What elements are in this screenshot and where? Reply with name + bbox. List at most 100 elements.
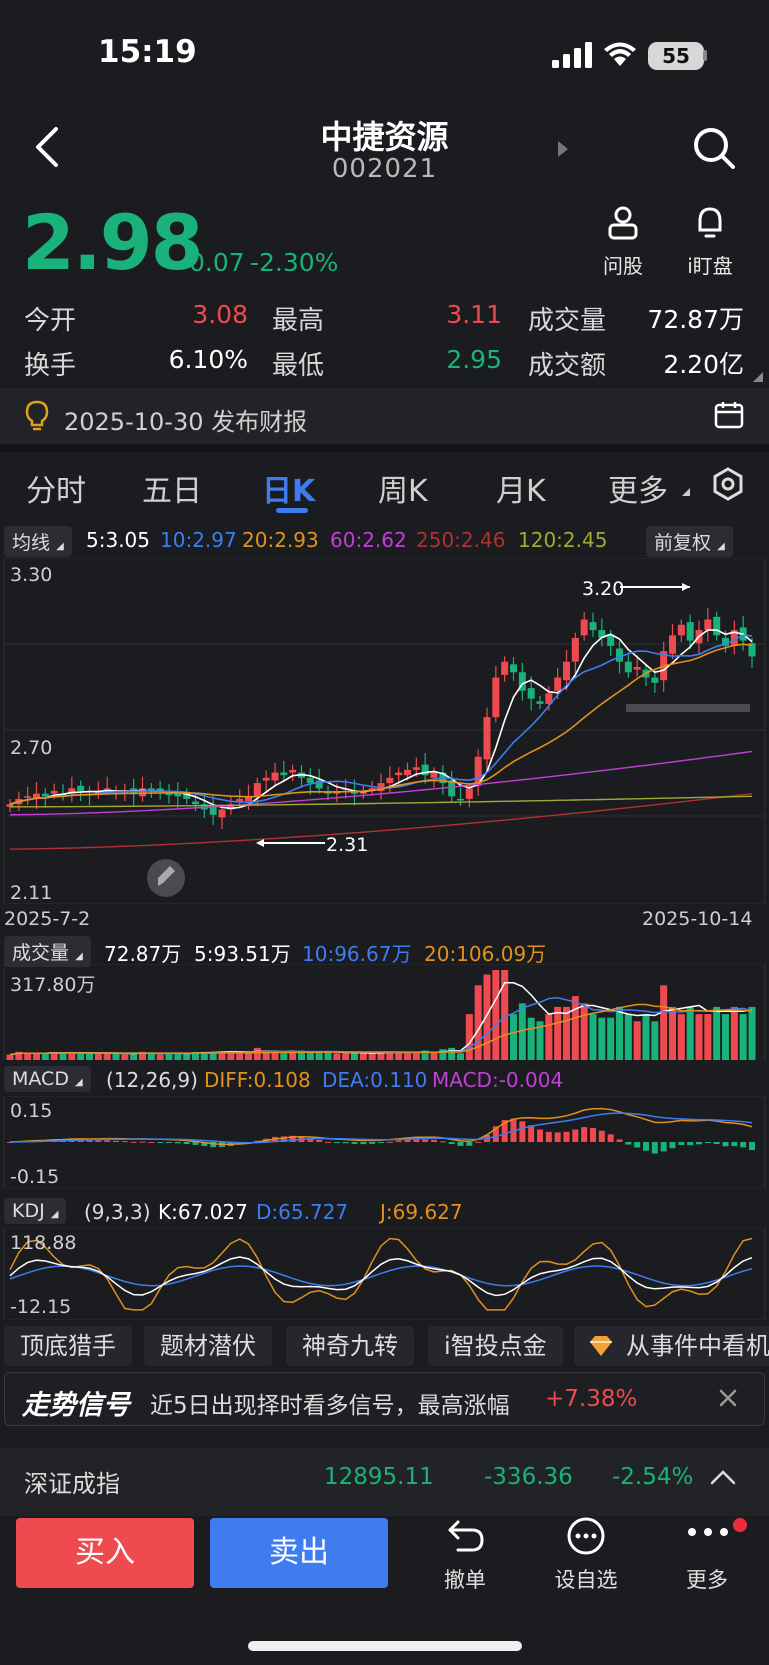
feature-chip-smart-invest[interactable]: i智投点金 bbox=[428, 1326, 563, 1366]
back-arrow-icon[interactable] bbox=[28, 125, 64, 169]
macd-histogram-bar bbox=[731, 1142, 738, 1147]
trend-signal-bar[interactable] bbox=[4, 1372, 765, 1426]
stock-name: 中捷资源 bbox=[320, 118, 449, 156]
expand-corner-icon[interactable] bbox=[753, 372, 763, 382]
volume-bar bbox=[103, 1053, 111, 1060]
ma20-line bbox=[9, 643, 753, 805]
macd-histogram-bar bbox=[192, 1142, 199, 1145]
calendar-icon[interactable] bbox=[714, 400, 744, 430]
bell-icon[interactable] bbox=[692, 205, 728, 241]
report-notice-bar[interactable] bbox=[0, 388, 769, 444]
volume-bar bbox=[368, 1053, 376, 1060]
tab-daily-k[interactable]: 日K bbox=[262, 474, 316, 509]
macd-histogram-bar bbox=[616, 1139, 623, 1142]
macd-selector[interactable]: MACD ◢ bbox=[4, 1066, 91, 1092]
candle-body bbox=[41, 793, 49, 797]
kdj-chart[interactable] bbox=[0, 1228, 769, 1320]
kline-chart[interactable] bbox=[0, 558, 769, 904]
more-label[interactable]: 更多 bbox=[686, 1568, 728, 1592]
ma250-line bbox=[9, 792, 753, 850]
feature-chip-bottom-hunter[interactable]: 顶底猎手 bbox=[4, 1326, 132, 1366]
sell-button[interactable]: 卖出 bbox=[210, 1518, 388, 1588]
macd-histogram-bar bbox=[166, 1142, 172, 1143]
candle-body bbox=[218, 809, 226, 818]
ma60-value: 60:2.62 bbox=[330, 528, 407, 552]
feature-chip-nine-turn[interactable]: 神奇九转 bbox=[286, 1326, 414, 1366]
index-ticker-bar[interactable] bbox=[0, 1448, 769, 1516]
volume-bar bbox=[545, 1014, 553, 1060]
cancel-order-label[interactable]: 撤单 bbox=[444, 1568, 486, 1592]
pencil-icon[interactable] bbox=[158, 866, 175, 886]
tab-weekly-k[interactable]: 周K bbox=[378, 474, 428, 509]
macd-histogram-bar bbox=[86, 1140, 93, 1142]
volume-bar bbox=[686, 1006, 694, 1060]
more-dots-icon[interactable] bbox=[686, 1526, 730, 1538]
candle-body bbox=[289, 769, 297, 773]
ask-stock-icon[interactable] bbox=[605, 205, 641, 241]
macd-histogram-bar bbox=[457, 1142, 464, 1146]
low-value: 2.95 bbox=[446, 345, 502, 374]
tab-more[interactable]: 更多 bbox=[608, 474, 668, 509]
min-price-arrowhead bbox=[256, 839, 264, 847]
chevron-up-icon[interactable] bbox=[710, 1468, 736, 1486]
candle-body bbox=[474, 756, 482, 786]
candle-body bbox=[457, 798, 464, 801]
candle-body bbox=[280, 772, 288, 776]
adjust-selector[interactable]: 前复权 ◢ bbox=[646, 526, 733, 557]
volume-bar bbox=[112, 1053, 120, 1060]
candle-body bbox=[624, 661, 632, 673]
last-price: 2.98 bbox=[22, 198, 204, 287]
candle-body bbox=[465, 788, 473, 799]
volume-bar bbox=[607, 1017, 615, 1060]
volume-bar bbox=[660, 985, 668, 1060]
active-tab-indicator bbox=[276, 508, 308, 513]
trend-signal-gain: +7.38% bbox=[545, 1386, 638, 1412]
candle-body bbox=[147, 788, 155, 792]
volume-bar bbox=[183, 1053, 191, 1060]
ma-selector[interactable]: 均线 ◢ bbox=[4, 526, 72, 557]
kdj-selector[interactable]: KDJ ◢ bbox=[4, 1198, 67, 1224]
macd-histogram-bar bbox=[696, 1142, 702, 1145]
ma10-line bbox=[9, 634, 753, 805]
ma120-value: 120:2.45 bbox=[518, 528, 608, 552]
more-dropdown-corner-icon bbox=[682, 488, 690, 496]
buy-button[interactable]: 买入 bbox=[16, 1518, 194, 1588]
chart-settings-icon[interactable] bbox=[710, 466, 746, 502]
add-watchlist-label[interactable]: 设自选 bbox=[554, 1568, 618, 1592]
feature-chip-theme[interactable]: 题材潜伏 bbox=[144, 1326, 272, 1366]
max-price-label: 3.20 bbox=[582, 578, 625, 600]
volume-selector[interactable]: 成交量 ◢ bbox=[4, 936, 91, 967]
candle-body bbox=[156, 788, 164, 792]
high-label: 最高 bbox=[272, 306, 325, 336]
index-name: 深证成指 bbox=[24, 1470, 120, 1498]
watch-label[interactable]: i盯盘 bbox=[687, 254, 733, 278]
feature-chip-events[interactable]: 从事件中看机 bbox=[574, 1326, 769, 1366]
undo-icon[interactable] bbox=[446, 1518, 486, 1554]
candle-body bbox=[589, 622, 597, 631]
close-icon[interactable] bbox=[718, 1388, 738, 1408]
add-watchlist-icon[interactable] bbox=[566, 1516, 606, 1556]
candle-body bbox=[518, 672, 526, 691]
macd-histogram-bar bbox=[289, 1135, 296, 1142]
macd-histogram-bar bbox=[113, 1140, 119, 1142]
turnover-label: 换手 bbox=[24, 351, 77, 381]
candle-body bbox=[492, 677, 500, 718]
battery-indicator: 55 bbox=[648, 42, 704, 70]
kdj-d-line bbox=[9, 1265, 753, 1287]
kdj-selector-label: KDJ bbox=[12, 1200, 45, 1222]
candle-body bbox=[33, 793, 40, 799]
tab-monthly-k[interactable]: 月K bbox=[496, 474, 546, 509]
stock-code: 002021 bbox=[331, 154, 438, 184]
candle-body bbox=[50, 791, 58, 794]
search-icon[interactable] bbox=[692, 126, 736, 170]
report-notice-text[interactable]: 2025-10-30 发布财报 bbox=[64, 408, 308, 436]
tab-five-day[interactable]: 五日 bbox=[142, 474, 202, 509]
kdj-y-top: 118.88 bbox=[10, 1232, 77, 1254]
tab-intraday[interactable]: 分时 bbox=[26, 474, 86, 509]
ask-stock-label[interactable]: 问股 bbox=[603, 254, 643, 278]
next-stock-icon[interactable] bbox=[556, 140, 570, 158]
volume-chart[interactable] bbox=[0, 964, 769, 1060]
macd-chart[interactable] bbox=[0, 1096, 769, 1188]
candle-body bbox=[103, 788, 111, 790]
kdj-j: J:69.627 bbox=[380, 1200, 463, 1224]
